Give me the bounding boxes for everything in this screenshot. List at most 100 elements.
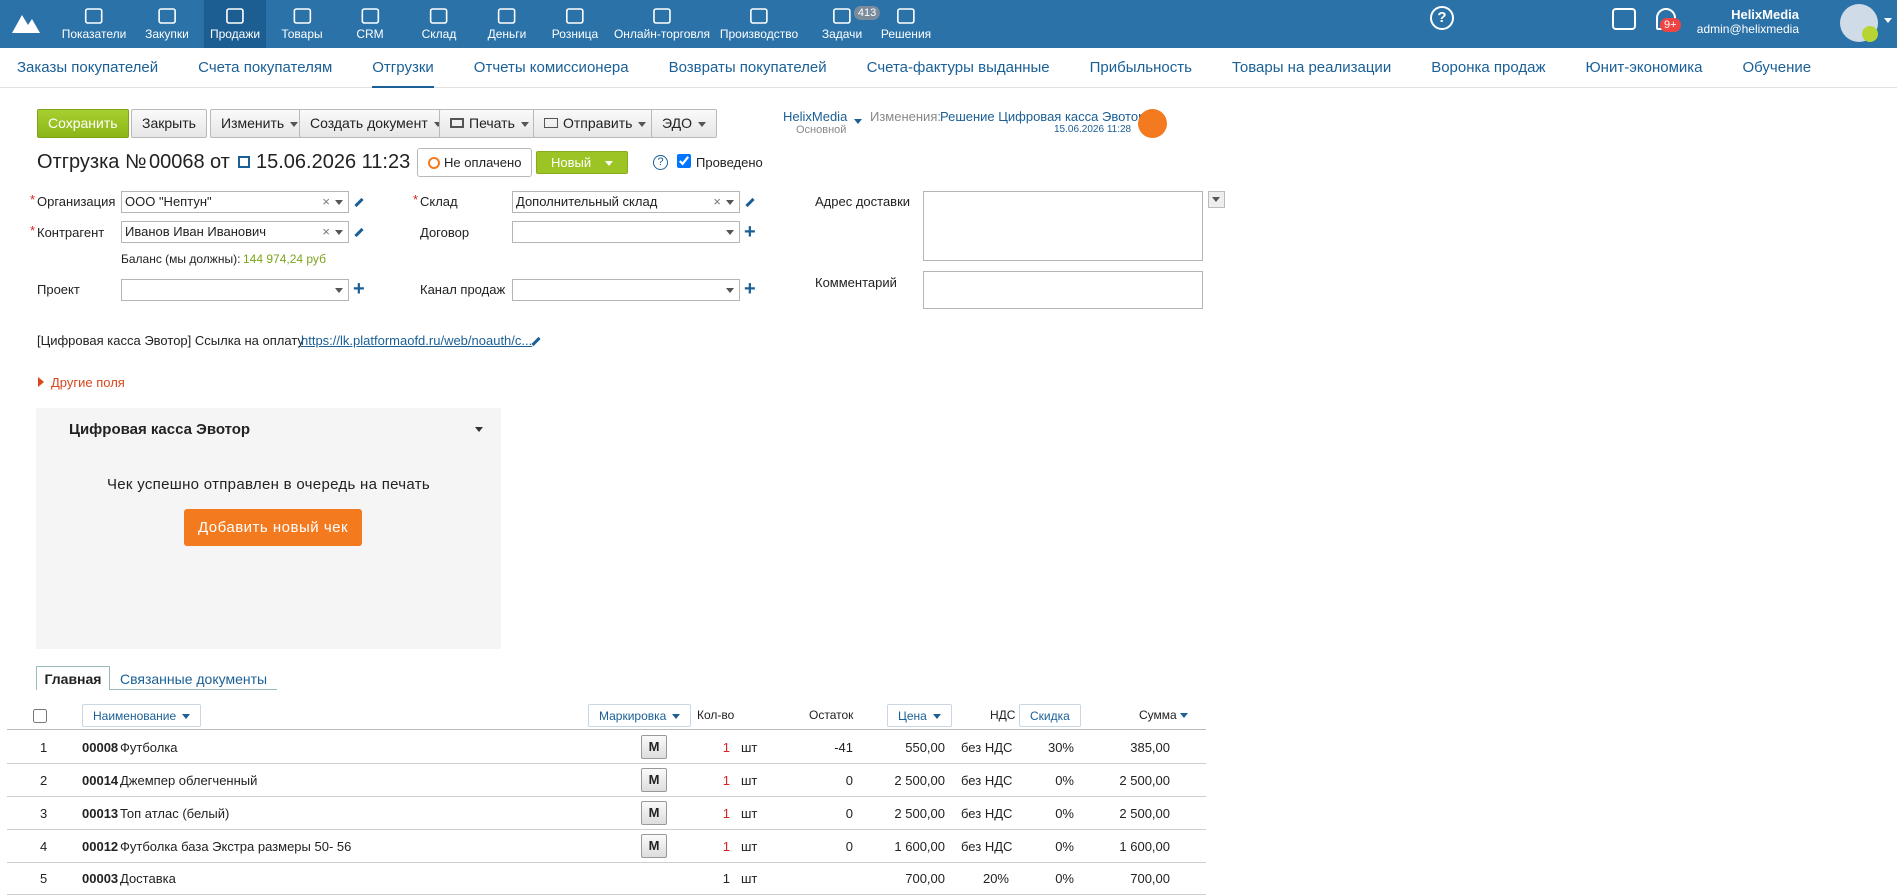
nav-item[interactable]: Производство xyxy=(714,0,804,48)
price[interactable]: 2 500,00 xyxy=(894,806,945,821)
sub-nav-item[interactable]: Счета покупателям xyxy=(198,58,333,76)
nav-item[interactable]: Онлайн-торговля xyxy=(608,0,716,48)
item-code[interactable]: 00003 xyxy=(82,871,119,886)
item-code[interactable]: 00012 xyxy=(82,839,119,854)
calendar-icon[interactable] xyxy=(238,156,250,168)
sub-nav-item[interactable]: Счета-фактуры выданные xyxy=(866,58,1050,76)
quantity[interactable]: 1 xyxy=(722,806,730,821)
doc-date[interactable]: 15.06.2026 11:23 xyxy=(256,151,411,173)
doc-number[interactable]: 00068 xyxy=(149,151,205,173)
discount[interactable]: 0% xyxy=(1055,839,1074,854)
sub-nav-item[interactable]: Возвраты покупателей xyxy=(668,58,827,76)
project-input[interactable] xyxy=(121,279,349,301)
create-button[interactable]: Создать документ xyxy=(299,109,453,138)
edit-button[interactable]: Изменить xyxy=(210,109,310,138)
widget-collapse[interactable] xyxy=(475,427,483,432)
user-email[interactable]: admin@helixmedia xyxy=(1696,22,1799,36)
add-project[interactable]: + xyxy=(353,278,365,300)
quantity[interactable]: 1 xyxy=(722,740,730,755)
add-contract[interactable]: + xyxy=(744,221,756,243)
help-icon[interactable]: ? xyxy=(1430,6,1454,30)
quantity[interactable]: 1 xyxy=(722,839,730,854)
item-name[interactable]: Футболка база Экстра размеры 50- 56 xyxy=(120,839,352,854)
sort-header[interactable]: Цена xyxy=(887,704,952,727)
sub-nav-item[interactable]: Отгрузки xyxy=(372,48,434,88)
select-all[interactable] xyxy=(33,709,47,723)
contract-input[interactable] xyxy=(512,221,740,243)
price[interactable]: 2 500,00 xyxy=(894,773,945,788)
changes-link[interactable]: Решение Цифровая касса Эвотор xyxy=(940,109,1146,124)
nav-item[interactable]: Продажи xyxy=(203,0,267,48)
other-fields[interactable]: Другие поля xyxy=(51,375,125,390)
nav-item[interactable]: Деньги xyxy=(482,0,533,48)
vat[interactable]: без НДС xyxy=(961,806,1013,821)
edit-icon[interactable] xyxy=(745,197,755,208)
marking-button[interactable]: M xyxy=(641,768,667,792)
quantity[interactable]: 1 xyxy=(722,773,730,788)
sub-nav-item[interactable]: Прибыльность xyxy=(1089,58,1192,76)
price[interactable]: 700,00 xyxy=(905,871,945,886)
item-name[interactable]: Джемпер облегченный xyxy=(120,773,258,788)
vat[interactable]: без НДС xyxy=(961,839,1013,854)
sub-nav-item[interactable]: Воронка продаж xyxy=(1431,58,1546,76)
payment-status[interactable]: Не оплачено xyxy=(417,148,533,177)
counterparty-input[interactable]: Иванов Иван Иванович × xyxy=(121,221,349,243)
sub-nav-item[interactable]: Заказы покупателей xyxy=(17,58,159,76)
tab-active[interactable]: Главная xyxy=(36,666,110,690)
user-name[interactable]: HelixMedia xyxy=(1731,7,1799,22)
discount[interactable]: 30% xyxy=(1047,740,1074,755)
nav-item[interactable]: Розница xyxy=(546,0,604,48)
marking-button[interactable]: M xyxy=(641,735,667,759)
comment-input[interactable] xyxy=(923,271,1203,309)
state-button[interactable]: Новый xyxy=(536,151,629,174)
marking-button[interactable]: M xyxy=(641,801,667,825)
address-input[interactable] xyxy=(923,191,1203,261)
address-expand[interactable] xyxy=(1208,191,1225,208)
marking-button[interactable]: M xyxy=(641,834,667,858)
add-check-button[interactable]: Добавить новый чек xyxy=(184,509,362,546)
quantity[interactable]: 1 xyxy=(722,871,730,886)
sub-nav-item[interactable]: Юнит-экономика xyxy=(1585,58,1703,76)
send-button[interactable]: Отправить xyxy=(533,109,658,138)
sub-nav-item[interactable]: Обучение xyxy=(1742,58,1812,76)
posted-checkbox[interactable] xyxy=(677,154,691,168)
payment-link[interactable]: https://lk.platformaofd.ru/web/noauth/c.… xyxy=(301,333,533,348)
expand-arrow[interactable] xyxy=(38,377,44,387)
save-button[interactable]: Сохранить xyxy=(37,109,129,138)
edo-button[interactable]: ЭДО xyxy=(651,109,717,138)
price[interactable]: 1 600,00 xyxy=(894,839,945,854)
discount[interactable]: 0% xyxy=(1055,773,1074,788)
sub-nav-item[interactable]: Товары на реализации xyxy=(1231,58,1392,76)
item-code[interactable]: 00014 xyxy=(82,773,119,788)
settings-caret[interactable] xyxy=(1179,713,1188,719)
edit-icon[interactable] xyxy=(354,227,364,238)
item-code[interactable]: 00008 xyxy=(82,740,119,755)
user-caret[interactable] xyxy=(1884,18,1892,23)
nav-item[interactable]: Склад xyxy=(416,0,463,48)
channel-input[interactable] xyxy=(512,279,740,301)
nav-item[interactable]: Товары xyxy=(275,0,328,48)
item-code[interactable]: 00013 xyxy=(82,806,119,821)
tab[interactable]: Связанные документы xyxy=(110,670,278,690)
organization-input[interactable]: ООО "Нептун" × xyxy=(121,191,349,213)
vat[interactable]: без НДС xyxy=(961,773,1013,788)
nav-item[interactable]: Закупки xyxy=(139,0,195,48)
edit-icon[interactable] xyxy=(354,197,364,208)
item-name[interactable]: Футболка xyxy=(120,740,178,755)
discount[interactable]: 0% xyxy=(1055,871,1074,886)
help-hint[interactable]: ? xyxy=(653,155,668,170)
vat[interactable]: без НДС xyxy=(961,740,1013,755)
sort-header[interactable]: Наименование xyxy=(82,704,202,727)
discount[interactable]: 0% xyxy=(1055,806,1074,821)
price[interactable]: 550,00 xyxy=(905,740,945,755)
item-name[interactable]: Топ атлас (белый) xyxy=(120,806,230,821)
sub-nav-item[interactable]: Отчеты комиссионера xyxy=(473,58,629,76)
warehouse-input[interactable]: Дополнительный склад × xyxy=(512,191,740,213)
vat[interactable]: 20% xyxy=(982,871,1009,886)
chat-icon[interactable] xyxy=(1612,8,1636,30)
sort-header[interactable]: Маркировка xyxy=(588,704,692,727)
nav-item[interactable]: Показатели xyxy=(56,0,133,48)
add-channel[interactable]: + xyxy=(744,278,756,300)
print-button[interactable]: Печать xyxy=(439,109,540,138)
owner-caret[interactable] xyxy=(854,119,862,124)
